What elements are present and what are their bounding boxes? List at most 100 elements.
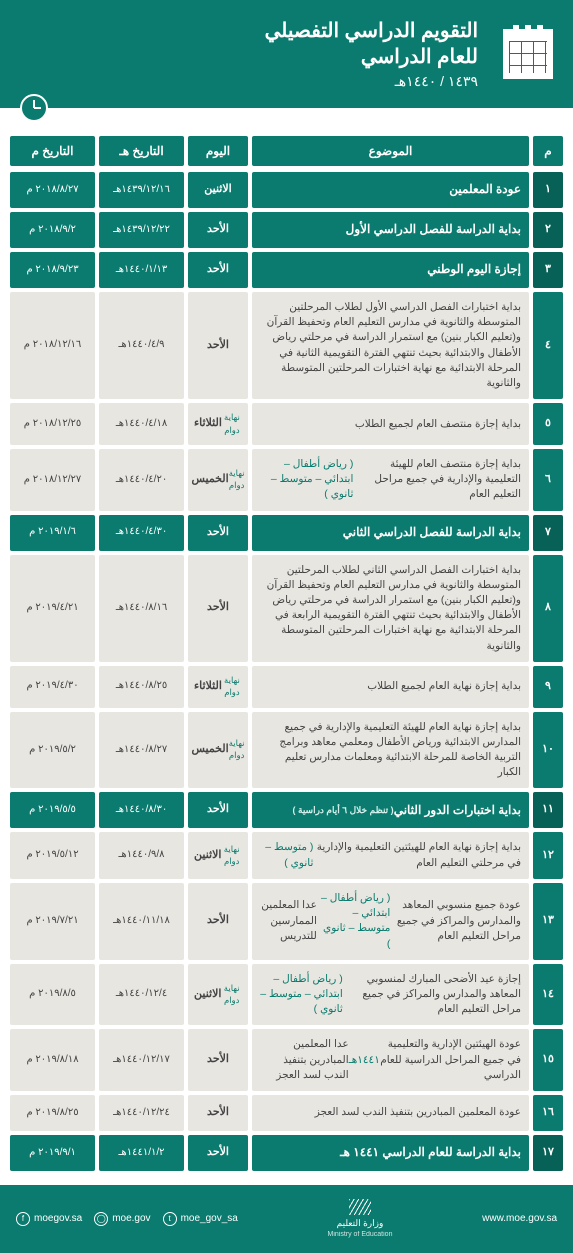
row-day: الأحد — [188, 212, 248, 248]
header: التقويم الدراسي التفصيلي للعام الدراسي ١… — [0, 0, 573, 108]
footer-website: www.moe.gov.sa — [482, 1213, 557, 1224]
row-date-hijri: ١٤٤٠/١٢/١٧هـ — [99, 1029, 184, 1091]
row-date-gregorian: ٢٠١٩/١/٦ م — [10, 515, 95, 551]
row-number: ١٣ — [533, 883, 563, 960]
row-day: الأحد — [188, 252, 248, 288]
row-date-hijri: ١٤٤٠/٤/٩هـ — [99, 292, 184, 399]
row-day: نهاية دوامالاثنين — [188, 832, 248, 878]
social-handle: moe_gov_sat — [163, 1212, 238, 1226]
website-url: www.moe.gov.sa — [482, 1213, 557, 1224]
col-num: م — [533, 136, 563, 166]
row-subject: بداية اختبارات الفصل الدراسي الأول لطلاب… — [252, 292, 529, 399]
row-day: نهاية دوامالثلاثاء — [188, 403, 248, 445]
row-number: ٢ — [533, 212, 563, 248]
table-row: ١٥عودة الهيئتين الإدارية والتعليمية في ج… — [10, 1029, 563, 1091]
col-date-g: التاريخ م — [10, 136, 95, 166]
row-date-hijri: ١٤٣٩/١٢/١٦هـ — [99, 172, 184, 208]
row-number: ١٧ — [533, 1135, 563, 1171]
row-subject: بداية إجازة نهاية العام للهيئتين التعليم… — [252, 832, 529, 878]
row-subject: بداية اختبارات الدور الثاني ( تنظم خلال … — [252, 792, 529, 828]
row-date-gregorian: ٢٠١٨/٩/٢٣ م — [10, 252, 95, 288]
row-date-hijri: ١٤٤٠/١٢/٢٤هـ — [99, 1095, 184, 1131]
social-text: moegov.sa — [34, 1213, 82, 1224]
row-number: ٨ — [533, 555, 563, 662]
footer: www.moe.gov.sa وزارة التعليم Ministry of… — [0, 1185, 573, 1253]
table-row: ١٤إجازة عيد الأضحى المبارك لمنسوبي المعا… — [10, 964, 563, 1026]
table-row: ١٣عودة جميع منسوبي المعاهد والمدارس والم… — [10, 883, 563, 960]
row-subject: عودة الهيئتين الإدارية والتعليمية في جمي… — [252, 1029, 529, 1091]
row-day: الاثنين — [188, 172, 248, 208]
table-row: ٣إجازة اليوم الوطنيالأحد١٤٤٠/١/١٣هـ٢٠١٨/… — [10, 252, 563, 288]
social-text: moe_gov_sa — [181, 1213, 238, 1224]
table-row: ١٦عودة المعلمين المبادرين بتنفيذ الندب ل… — [10, 1095, 563, 1131]
table-row: ٤بداية اختبارات الفصل الدراسي الأول لطلا… — [10, 292, 563, 399]
social-handle: moegov.sa f — [16, 1212, 82, 1226]
row-number: ٩ — [533, 666, 563, 708]
row-date-gregorian: ٢٠١٩/٨/٢٥ م — [10, 1095, 95, 1131]
social-icon: ◯ — [94, 1212, 108, 1226]
row-date-gregorian: ٢٠١٨/١٢/٢٥ م — [10, 403, 95, 445]
table-row: ٧بداية الدراسة للفصل الدراسي الثانيالأحد… — [10, 515, 563, 551]
row-number: ٤ — [533, 292, 563, 399]
row-day: نهاية دوامالخميس — [188, 712, 248, 789]
row-date-gregorian: ٢٠١٨/٨/٢٧ م — [10, 172, 95, 208]
social-handle: moe.gov ◯ — [94, 1212, 150, 1226]
row-day: نهاية دوامالخميس — [188, 449, 248, 511]
row-date-gregorian: ٢٠١٨/١٢/١٦ م — [10, 292, 95, 399]
ministry-logo: وزارة التعليم Ministry of Education — [328, 1199, 393, 1239]
row-day: الأحد — [188, 555, 248, 662]
row-date-hijri: ١٤٤٠/٨/٢٥هـ — [99, 666, 184, 708]
table-row: ٢بداية الدراسة للفصل الدراسي الأولالأحد١… — [10, 212, 563, 248]
row-day: نهاية دوامالاثنين — [188, 964, 248, 1026]
ministry-name-en: Ministry of Education — [328, 1230, 393, 1239]
table-header: م الموضوع اليوم التاريخ هـ التاريخ م — [10, 136, 563, 166]
row-subject: إجازة عيد الأضحى المبارك لمنسوبي المعاهد… — [252, 964, 529, 1026]
row-date-hijri: ١٤٤٠/١١/١٨هـ — [99, 883, 184, 960]
row-number: ١٥ — [533, 1029, 563, 1091]
row-date-gregorian: ٢٠١٩/٥/٥ م — [10, 792, 95, 828]
row-subject: عودة المعلمين المبادرين بتنفيذ الندب لسد… — [252, 1095, 529, 1131]
table-row: ١٠بداية إجازة نهاية العام للهيئة التعليم… — [10, 712, 563, 789]
row-number: ١٠ — [533, 712, 563, 789]
table-row: ٩بداية إجازة نهاية العام لجميع الطلابنها… — [10, 666, 563, 708]
row-day: الأحد — [188, 1029, 248, 1091]
row-date-hijri: ١٤٤٠/٨/٢٧هـ — [99, 712, 184, 789]
row-subject: بداية إجازة نهاية العام للهيئة التعليمية… — [252, 712, 529, 789]
row-subject: عودة المعلمين — [252, 172, 529, 208]
row-day: الأحد — [188, 1095, 248, 1131]
row-subject: بداية الدراسة للفصل الدراسي الثاني — [252, 515, 529, 551]
table-row: ١٢بداية إجازة نهاية العام للهيئتين التعل… — [10, 832, 563, 878]
row-date-hijri: ١٤٤٠/١٢/٤هـ — [99, 964, 184, 1026]
row-date-hijri: ١٤٤٠/٨/١٦هـ — [99, 555, 184, 662]
row-date-hijri: ١٤٤٠/٤/٣٠هـ — [99, 515, 184, 551]
row-number: ٣ — [533, 252, 563, 288]
row-day: الأحد — [188, 883, 248, 960]
row-date-gregorian: ٢٠١٨/١٢/٢٧ م — [10, 449, 95, 511]
row-number: ١٦ — [533, 1095, 563, 1131]
row-date-gregorian: ٢٠١٩/٧/٢١ م — [10, 883, 95, 960]
social-icon: f — [16, 1212, 30, 1226]
table-row: ١٧بداية الدراسة للعام الدراسي ١٤٤١ هـالأ… — [10, 1135, 563, 1171]
col-subject: الموضوع — [252, 136, 529, 166]
row-date-hijri: ١٤٤٠/٤/١٨هـ — [99, 403, 184, 445]
social-text: moe.gov — [112, 1213, 150, 1224]
row-subject: عودة جميع منسوبي المعاهد والمدارس والمرا… — [252, 883, 529, 960]
row-date-gregorian: ٢٠١٩/٩/١ م — [10, 1135, 95, 1171]
row-date-gregorian: ٢٠١٨/٩/٢ م — [10, 212, 95, 248]
table-body: ١عودة المعلمينالاثنين١٤٣٩/١٢/١٦هـ٢٠١٨/٨/… — [10, 172, 563, 1171]
row-date-gregorian: ٢٠١٩/٤/٣٠ م — [10, 666, 95, 708]
row-day: الأحد — [188, 1135, 248, 1171]
row-date-hijri: ١٤٤٠/٨/٣٠هـ — [99, 792, 184, 828]
row-date-gregorian: ٢٠١٩/٥/٢ م — [10, 712, 95, 789]
col-day: اليوم — [188, 136, 248, 166]
header-year: ١٤٣٩ / ١٤٤٠هـ — [20, 73, 478, 90]
row-date-gregorian: ٢٠١٩/٨/٥ م — [10, 964, 95, 1026]
row-day: نهاية دوامالثلاثاء — [188, 666, 248, 708]
header-text: التقويم الدراسي التفصيلي للعام الدراسي ١… — [20, 18, 488, 90]
row-subject: بداية إجازة منتصف العام لجميع الطلاب — [252, 403, 529, 445]
clock-icon — [20, 94, 48, 122]
row-date-hijri: ١٤٤٠/١/١٣هـ — [99, 252, 184, 288]
row-subject: بداية الدراسة للفصل الدراسي الأول — [252, 212, 529, 248]
row-day: الأحد — [188, 792, 248, 828]
row-day: الأحد — [188, 515, 248, 551]
